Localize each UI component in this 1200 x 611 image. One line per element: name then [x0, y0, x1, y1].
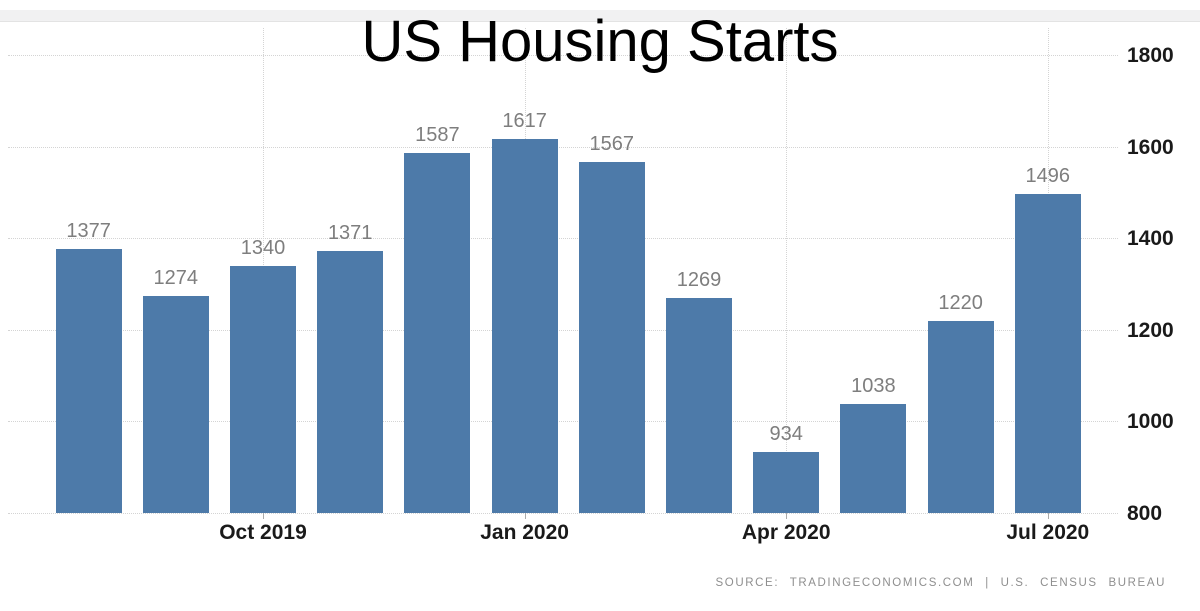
x-axis-tick-label: Oct 2019 [219, 521, 307, 544]
chart-title: US Housing Starts [361, 9, 839, 74]
gridline-h-1000 [8, 421, 1118, 423]
x-axis-tick-mark [1047, 513, 1049, 519]
bar-value-label: 1340 [240, 236, 286, 259]
gridline-h-1800 [8, 55, 1118, 56]
bar-value-label: 1220 [938, 291, 983, 314]
x-axis-tick-label: Jul 2020 [1006, 521, 1090, 544]
gridline-h-1200 [8, 329, 1118, 331]
bar-value-label: 1496 [1025, 165, 1071, 188]
y-axis-tick-label: 1600 [1127, 135, 1174, 159]
bar-value-label: 1617 [502, 109, 547, 132]
bar-2[interactable] [142, 295, 209, 513]
x-axis-tick-mark [263, 513, 264, 519]
bar-10[interactable] [840, 403, 907, 513]
y-axis-tick-label: 1800 [1127, 44, 1174, 67]
bar-4[interactable] [317, 251, 384, 513]
bar-value-label: 1274 [153, 266, 199, 289]
top-strip [0, 10, 1200, 22]
bar-value-label: 1371 [327, 222, 373, 245]
y-axis-tick-label: 800 [1127, 502, 1163, 525]
bar-3[interactable] [230, 265, 296, 513]
gridline-h-1400 [8, 238, 1118, 240]
gridline-v-apr-2020 [786, 28, 788, 513]
y-axis-tick-label: 1400 [1127, 227, 1174, 251]
x-axis-tick-mark [786, 513, 788, 519]
bar-11[interactable] [927, 320, 994, 513]
bar-8[interactable] [666, 298, 732, 513]
gridline-h-1600 [8, 146, 1118, 148]
x-axis-tick-mark [524, 513, 526, 519]
bar-value-label: 1038 [851, 374, 896, 397]
x-axis-tick-label: Apr 2020 [741, 521, 831, 544]
bar-value-label: 1269 [676, 269, 722, 292]
bar-value-label: 1567 [589, 132, 635, 155]
bar-12[interactable] [1014, 194, 1081, 513]
bar-9[interactable] [753, 451, 820, 513]
bar-7[interactable] [578, 161, 645, 513]
y-axis-tick-label: 1000 [1127, 410, 1174, 434]
source-note: SOURCE: TRADINGECONOMICS.COM | U.S. CENS… [715, 577, 1166, 589]
bar-1[interactable] [55, 248, 122, 513]
bar-value-label: 1587 [415, 123, 460, 146]
x-axis-tick-label: Jan 2020 [480, 521, 569, 544]
bar-6[interactable] [491, 138, 558, 513]
bar-value-label: 934 [769, 422, 803, 445]
gridline-h-800 [8, 513, 1118, 514]
bar-value-label: 1377 [66, 219, 111, 242]
y-axis-tick-label: 1200 [1127, 318, 1174, 342]
bar-5[interactable] [404, 152, 471, 513]
